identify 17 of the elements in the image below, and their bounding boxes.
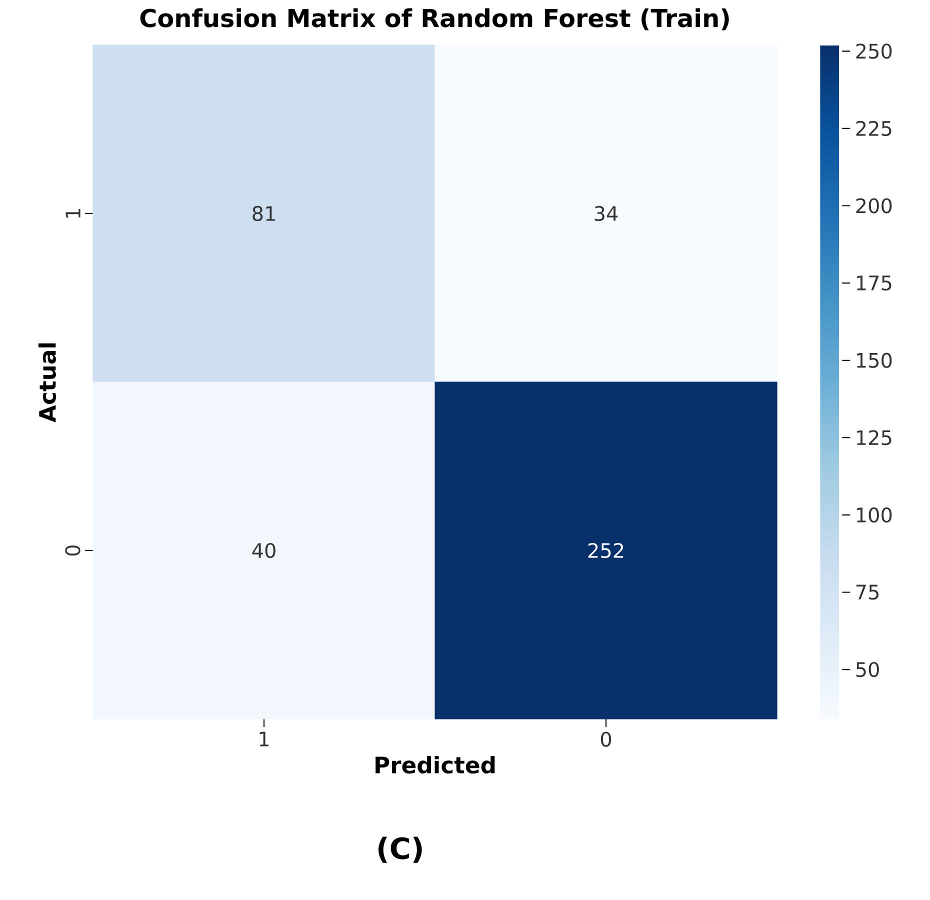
data-label: 40	[252, 542, 276, 558]
chart-title: Confusion Matrix of Random Forest (Train)	[140, 8, 729, 30]
color-bar-label: 150	[857, 352, 892, 368]
color-bar-label: 125	[857, 430, 892, 446]
color-bar-label: 100	[857, 507, 892, 523]
text: (C)	[378, 836, 422, 863]
y-axis-title: Actual	[38, 343, 56, 422]
data-label: 81	[252, 206, 275, 222]
color-bar-label: 50	[856, 662, 879, 678]
color-bar-label: 225	[856, 120, 892, 136]
color-bar-label: 250	[856, 44, 892, 59]
color-bar-label: 175	[857, 276, 892, 290]
data-label: 34	[594, 206, 618, 222]
color-bar-label: 75	[856, 584, 879, 600]
color-bar-label: 200	[856, 198, 892, 214]
x-axis-title: Predicted	[376, 756, 495, 774]
data-label: 252	[588, 542, 624, 558]
